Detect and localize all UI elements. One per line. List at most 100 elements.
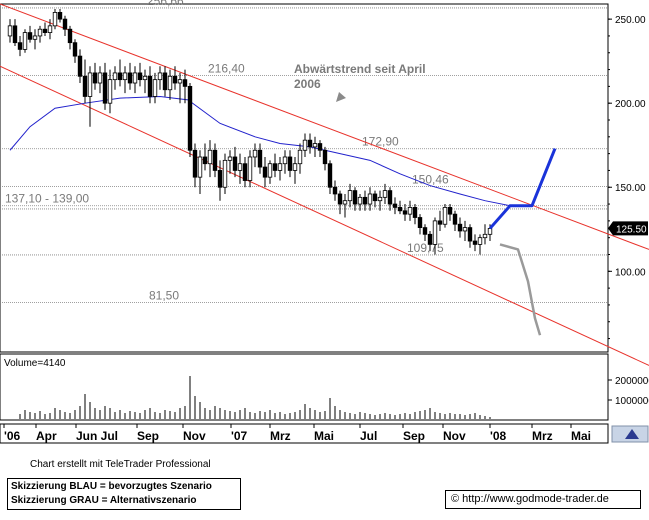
chart-credit-text: Chart erstellt mit TeleTrader Profession… xyxy=(30,459,211,470)
candle-body xyxy=(452,213,458,225)
candle-body xyxy=(52,12,58,27)
time-tick-label: Mrz xyxy=(270,429,291,443)
candle xyxy=(447,204,453,221)
candle-body xyxy=(362,196,368,205)
candle-body xyxy=(167,75,173,91)
candle xyxy=(47,19,53,40)
candle-body xyxy=(412,207,418,218)
candle-body xyxy=(12,25,18,44)
candle-body xyxy=(287,156,293,171)
candle-body xyxy=(232,156,238,171)
candle-body xyxy=(152,79,158,97)
candle-body xyxy=(247,156,253,181)
candle xyxy=(232,146,238,178)
candle xyxy=(392,197,398,215)
candle xyxy=(337,190,343,215)
candle-body xyxy=(207,149,213,165)
candle-body xyxy=(352,190,358,205)
candle xyxy=(377,190,383,211)
level-label: 256,66 xyxy=(147,0,184,8)
candle xyxy=(152,72,158,104)
candle-body xyxy=(72,42,78,57)
annotation-text: Abwärtstrend seit April xyxy=(294,62,426,76)
candle-body xyxy=(157,72,163,81)
candle-body xyxy=(297,149,303,165)
candle-body xyxy=(457,223,463,232)
candle-body xyxy=(147,75,153,97)
candle xyxy=(222,153,228,194)
candle xyxy=(197,150,203,194)
candle xyxy=(362,190,368,211)
candle xyxy=(417,214,423,235)
candle-body xyxy=(487,228,493,235)
last-price-tag xyxy=(608,221,648,236)
candle xyxy=(122,66,128,94)
candle-body xyxy=(407,207,413,215)
candle xyxy=(67,25,73,50)
level-label: 150,46 xyxy=(412,172,449,186)
candle-body xyxy=(192,149,198,178)
candle-body xyxy=(32,35,38,40)
price-tick-label: 100.00 xyxy=(615,267,646,278)
candle-body xyxy=(442,207,448,225)
candle-body xyxy=(322,149,328,165)
candle xyxy=(472,234,478,252)
candle xyxy=(252,143,258,168)
candle xyxy=(342,193,348,218)
scenario-grey-path xyxy=(499,243,542,336)
candle-body xyxy=(282,156,288,165)
candle xyxy=(282,150,288,174)
candle-body xyxy=(262,166,268,178)
candle-body xyxy=(307,139,313,148)
candle-body xyxy=(222,159,228,188)
candle xyxy=(187,83,193,157)
candle xyxy=(387,187,393,211)
candle-body xyxy=(77,55,83,77)
candle-body xyxy=(132,72,138,84)
price-tick-label: 250.00 xyxy=(615,15,646,26)
copyright-icon: © xyxy=(451,493,460,505)
time-tick-label: Nov xyxy=(183,429,206,443)
time-tick-label: Nov xyxy=(443,429,466,443)
candle xyxy=(247,150,253,188)
candle-body xyxy=(237,163,243,171)
candle xyxy=(327,160,333,194)
source-url-text[interactable]: http://www.godmode-trader.de xyxy=(462,493,609,505)
candle xyxy=(117,59,123,87)
candle xyxy=(302,133,308,157)
candle xyxy=(167,69,173,100)
last-price-label: 125.50 xyxy=(616,224,647,235)
candle-body xyxy=(22,32,28,50)
candle-body xyxy=(252,149,258,158)
level-label: 137,10 - 139,00 xyxy=(5,192,89,206)
volume-label: Volume=4140 xyxy=(4,358,66,369)
candle-body xyxy=(97,72,103,84)
scenario-legend-box: Skizzierung BLAU = bevorzugtes Szenario … xyxy=(7,478,241,510)
candle xyxy=(452,210,458,231)
candle-body xyxy=(477,237,483,245)
candle xyxy=(102,62,108,110)
candle xyxy=(382,183,388,205)
level-label: 81,50 xyxy=(149,288,179,302)
candle-body xyxy=(162,72,168,91)
candle xyxy=(132,66,138,94)
candle xyxy=(272,153,278,178)
candle-body xyxy=(387,190,393,205)
candle xyxy=(482,224,488,245)
candle xyxy=(202,143,208,171)
candle xyxy=(177,72,183,104)
candle-body xyxy=(37,28,43,37)
candle-body xyxy=(337,193,343,205)
level-label: 172,90 xyxy=(362,135,399,149)
candle xyxy=(172,66,178,90)
candle xyxy=(207,140,213,178)
candle xyxy=(62,15,68,36)
candle-body xyxy=(377,196,383,202)
candle xyxy=(17,35,23,57)
candle xyxy=(217,160,223,201)
time-tick-label: '08 xyxy=(490,429,507,443)
time-tick-label: Sep xyxy=(403,429,425,443)
candle xyxy=(402,204,408,221)
source-url-box[interactable]: © http://www.godmode-trader.de xyxy=(445,490,641,509)
candle-body xyxy=(332,186,338,195)
